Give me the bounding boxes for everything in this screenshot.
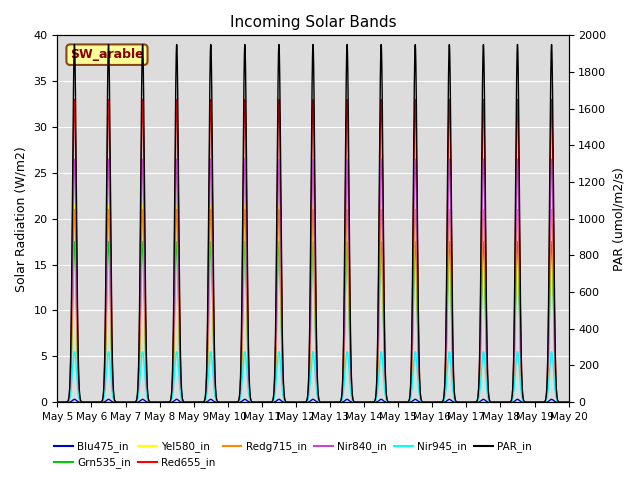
- Y-axis label: PAR (umol/m2/s): PAR (umol/m2/s): [612, 167, 625, 271]
- Nir945_in: [54, 399, 61, 405]
- Redg715_in: [75, 382, 83, 388]
- Redg715_in: [56, 399, 63, 405]
- Yel580_in: [538, 399, 545, 405]
- Nir945_in: [56, 399, 63, 405]
- Redg715_in: [154, 399, 161, 405]
- Nir945_in: [538, 399, 545, 405]
- PAR_in: [75, 368, 83, 373]
- Grn535_in: [75, 385, 83, 391]
- Redg715_in: [54, 399, 61, 405]
- Blu475_in: [154, 399, 161, 405]
- Red655_in: [54, 399, 61, 405]
- Line: Nir840_in: Nir840_in: [58, 159, 568, 402]
- Grn535_in: [303, 397, 311, 403]
- Grn535_in: [564, 399, 572, 405]
- Text: SW_arable: SW_arable: [70, 48, 144, 61]
- Yel580_in: [564, 399, 572, 405]
- Yel580_in: [154, 399, 161, 405]
- Line: Redg715_in: Redg715_in: [58, 210, 568, 402]
- Grn535_in: [154, 399, 161, 405]
- Nir945_in: [75, 393, 83, 398]
- Blu475_in: [75, 399, 83, 405]
- Redg715_in: [564, 399, 572, 405]
- Nir840_in: [538, 399, 545, 405]
- Blu475_in: [54, 399, 61, 405]
- Redg715_in: [538, 399, 545, 405]
- Nir840_in: [564, 399, 572, 405]
- Redg715_in: [303, 397, 311, 403]
- Yel580_in: [84, 399, 92, 405]
- Line: Yel580_in: Yel580_in: [58, 205, 568, 402]
- Blu475_in: [564, 399, 572, 405]
- Line: Blu475_in: Blu475_in: [58, 399, 568, 402]
- Line: Nir945_in: Nir945_in: [58, 352, 568, 402]
- Nir945_in: [105, 349, 113, 355]
- Red655_in: [303, 396, 311, 402]
- Nir840_in: [154, 399, 161, 405]
- PAR_in: [154, 399, 161, 405]
- Line: Red655_in: Red655_in: [58, 99, 568, 402]
- Nir840_in: [54, 399, 61, 405]
- Blu475_in: [303, 399, 311, 405]
- PAR_in: [56, 399, 63, 405]
- Grn535_in: [105, 239, 113, 244]
- Red655_in: [154, 399, 161, 405]
- PAR_in: [105, 42, 113, 48]
- Redg715_in: [84, 399, 92, 405]
- Nir945_in: [84, 399, 92, 405]
- Grn535_in: [54, 399, 61, 405]
- Nir840_in: [75, 378, 83, 384]
- Blu475_in: [56, 399, 63, 405]
- Line: Grn535_in: Grn535_in: [58, 241, 568, 402]
- Grn535_in: [538, 399, 545, 405]
- Blu475_in: [538, 399, 545, 405]
- Yel580_in: [75, 382, 83, 387]
- Yel580_in: [303, 397, 311, 403]
- Yel580_in: [105, 202, 113, 208]
- PAR_in: [538, 399, 545, 405]
- Blu475_in: [105, 396, 113, 402]
- Nir945_in: [303, 398, 311, 404]
- Yel580_in: [56, 399, 63, 405]
- Nir840_in: [303, 396, 311, 402]
- PAR_in: [54, 399, 61, 405]
- Red655_in: [105, 96, 113, 102]
- Red655_in: [75, 372, 83, 378]
- Blu475_in: [84, 399, 92, 405]
- Grn535_in: [56, 399, 63, 405]
- Redg715_in: [105, 207, 113, 213]
- Nir840_in: [56, 399, 63, 405]
- PAR_in: [564, 399, 572, 405]
- Grn535_in: [84, 399, 92, 405]
- Nir945_in: [154, 399, 161, 405]
- Red655_in: [564, 399, 572, 405]
- Legend: Blu475_in, Grn535_in, Yel580_in, Red655_in, Redg715_in, Nir840_in, Nir945_in, PA: Blu475_in, Grn535_in, Yel580_in, Red655_…: [50, 437, 536, 472]
- Title: Incoming Solar Bands: Incoming Solar Bands: [230, 15, 396, 30]
- Nir840_in: [84, 399, 92, 405]
- Y-axis label: Solar Radiation (W/m2): Solar Radiation (W/m2): [15, 146, 28, 291]
- Nir840_in: [105, 156, 113, 162]
- Red655_in: [84, 399, 92, 405]
- PAR_in: [303, 396, 311, 401]
- PAR_in: [84, 399, 92, 405]
- Red655_in: [538, 399, 545, 405]
- Yel580_in: [54, 399, 61, 405]
- Nir945_in: [564, 399, 572, 405]
- Line: PAR_in: PAR_in: [58, 45, 568, 402]
- Red655_in: [56, 399, 63, 405]
